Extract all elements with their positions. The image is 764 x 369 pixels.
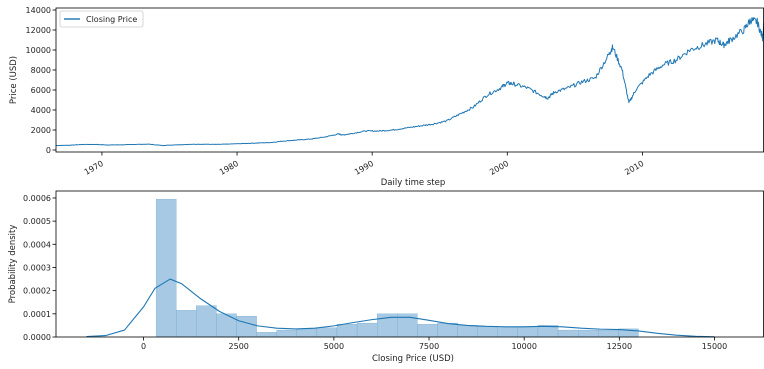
top-x-ticks: 1970 1980 1990 2000 2010 [83,152,645,177]
histogram-bar [417,324,438,338]
bottom-y-tick-label: 0.0001 [23,310,51,319]
histogram-bar [477,326,498,338]
legend-box [59,10,144,28]
bottom-y-tick-label: 0.0004 [23,240,51,249]
top-y-tick-label: 2000 [31,126,51,135]
histogram-bar [598,329,619,338]
histogram-bar [336,324,358,338]
bottom-y-tick-label: 0.0006 [23,194,51,203]
top-y-axis-label: Price (USD) [9,56,19,104]
legend-entry-closing-price: Closing Price [86,15,137,24]
top-y-ticks: 0 2000 4000 6000 8000 10000 12000 14000 [26,6,56,155]
legend: Closing Price [59,10,144,28]
histogram-bar [176,310,197,338]
histogram-bar [316,327,338,338]
histogram-bar [457,325,478,338]
top-x-tick-label: 1970 [83,159,105,177]
histogram-bar [216,313,237,338]
histogram-bar [437,322,458,338]
kde-curve [86,278,715,338]
bottom-y-tick-label: 0.0003 [23,263,51,272]
bottom-x-ticks: 0 2500 5000 7500 10000 12500 15000 [141,337,727,351]
top-line-chart: 1970 1980 1990 2000 2010 0 2000 4000 6000 8000 10… [9,6,764,188]
top-y-tick-label: 12000 [26,26,51,35]
closing-price-line [55,17,764,147]
bottom-x-tick-label: 15000 [702,342,727,351]
histogram-bar [517,326,539,338]
top-x-tick-label: 1980 [218,159,240,177]
top-plot-area [55,17,764,147]
top-y-tick-label: 8000 [31,66,51,75]
bottom-x-tick-label: 7500 [419,342,439,351]
histogram-bar [557,329,579,338]
bottom-y-ticks: 0.0000 0.0001 0.0002 0.0003 0.0004 0.0005 0.00… [23,194,56,342]
top-y-tick-label: 4000 [31,106,51,115]
top-y-tick-label: 6000 [31,86,51,95]
histogram-bar [276,329,297,338]
histogram-bar [256,332,277,338]
histogram-bar [497,327,519,338]
histogram-bar [356,322,378,338]
bottom-x-tick-label: 10000 [511,342,536,351]
histogram-bar [296,328,318,338]
bottom-x-tick-label: 2500 [229,342,249,351]
bottom-y-axis-label: Probability density [8,225,18,304]
bottom-y-tick-label: 0.0000 [23,333,51,342]
top-y-tick-label: 10000 [26,46,51,55]
top-x-tick-label: 2010 [623,159,645,177]
top-y-tick-label: 0 [46,146,51,155]
bottom-histogram-chart: 0 2500 5000 7500 10000 12500 15000 0.00000.000… [8,190,764,364]
top-x-tick-label: 2000 [488,159,510,177]
bottom-x-tick-label: 5000 [324,342,344,351]
bottom-y-tick-label: 0.0005 [23,217,51,226]
histogram-bar [155,198,177,338]
top-x-tick-label: 1990 [353,159,375,177]
kde-curve-group [86,278,715,338]
top-axes-frame [55,7,764,153]
histogram-bar [196,305,217,338]
histogram-bar [578,329,599,338]
top-y-tick-label: 14000 [26,6,51,15]
bottom-y-tick-label: 0.0002 [23,287,51,296]
bottom-x-tick-label: 12500 [607,342,632,351]
top-x-axis-label: Daily time step [381,178,446,188]
histogram-bar [236,315,257,338]
bottom-x-tick-label: 0 [141,342,146,351]
bottom-x-axis-label: Closing Price (USD) [372,354,454,364]
